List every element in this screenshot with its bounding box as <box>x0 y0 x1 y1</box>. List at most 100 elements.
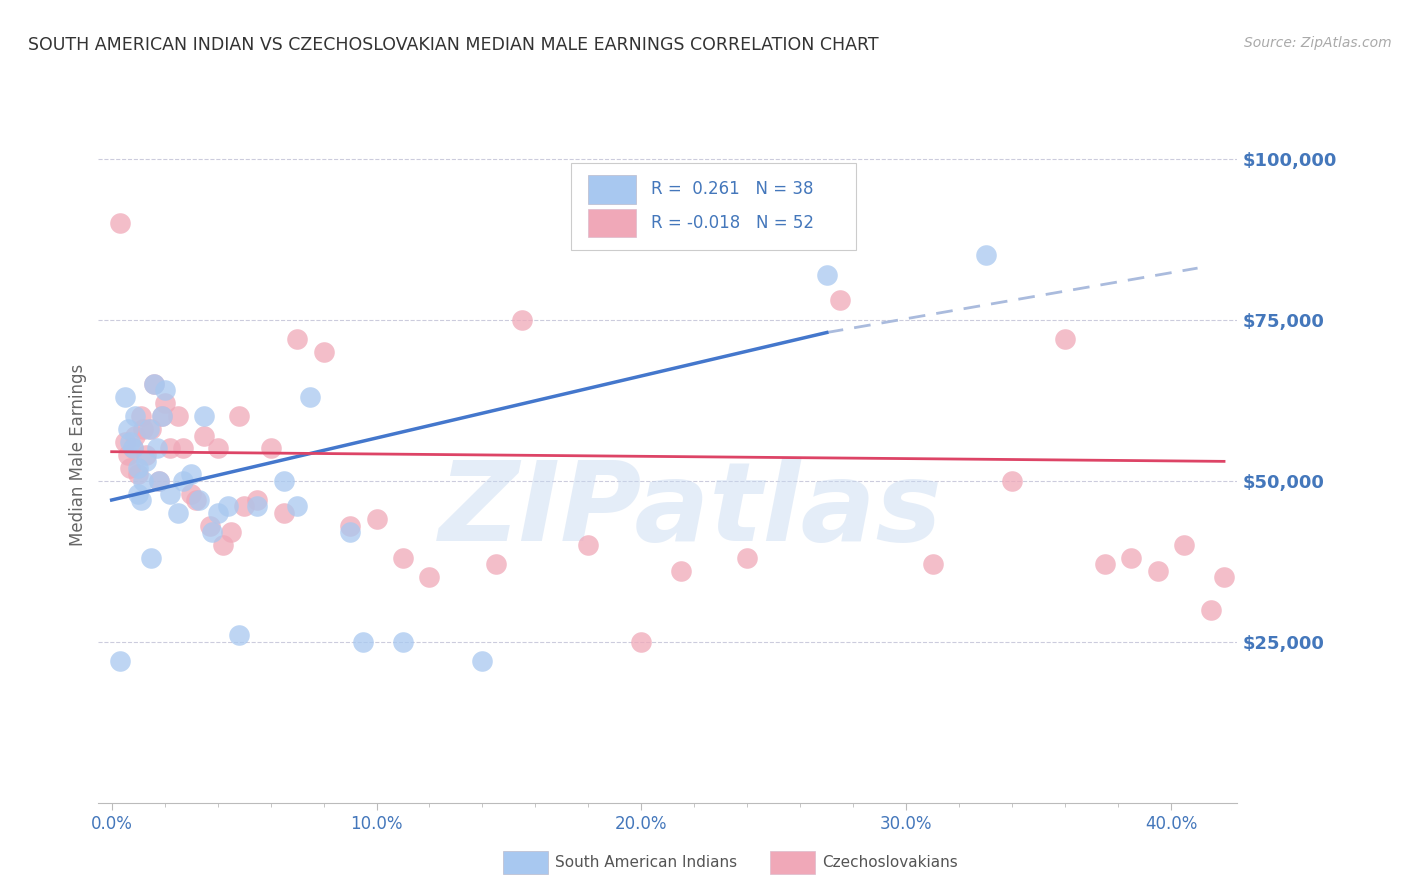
Point <box>127 486 149 500</box>
Point <box>273 474 295 488</box>
Point <box>150 409 173 424</box>
Text: R = -0.018   N = 52: R = -0.018 N = 52 <box>651 213 814 232</box>
Point <box>148 474 170 488</box>
Point <box>207 442 229 456</box>
Point <box>121 442 143 456</box>
Point <box>259 442 281 456</box>
Point <box>150 409 173 424</box>
Point <box>1001 474 1024 488</box>
Point <box>129 409 152 424</box>
Point <box>339 518 361 533</box>
Point <box>120 460 142 475</box>
Point <box>193 409 215 424</box>
Point <box>1199 602 1222 616</box>
Point <box>471 654 494 668</box>
FancyBboxPatch shape <box>571 162 856 250</box>
Point <box>153 396 176 410</box>
Point <box>392 634 415 648</box>
Point <box>246 493 269 508</box>
Point <box>143 377 166 392</box>
Text: Czechoslovakians: Czechoslovakians <box>823 855 959 870</box>
Point <box>108 216 131 230</box>
Point <box>285 332 308 346</box>
Point <box>198 518 221 533</box>
Point <box>285 500 308 514</box>
Point <box>510 312 533 326</box>
Point <box>124 409 146 424</box>
Point <box>124 428 146 442</box>
Point <box>143 377 166 392</box>
Point <box>1121 551 1143 566</box>
Text: South American Indians: South American Indians <box>555 855 738 870</box>
Point <box>312 344 335 359</box>
Point <box>233 500 256 514</box>
Point <box>180 486 202 500</box>
Point <box>132 474 155 488</box>
Point <box>129 493 152 508</box>
Point <box>141 551 163 566</box>
Point <box>127 460 149 475</box>
Point <box>273 506 295 520</box>
Point <box>188 493 211 508</box>
Point <box>1146 564 1168 578</box>
Point <box>114 390 136 404</box>
Point <box>1054 332 1077 346</box>
Point <box>114 435 136 450</box>
Y-axis label: Median Male Earnings: Median Male Earnings <box>69 364 87 546</box>
FancyBboxPatch shape <box>588 209 636 237</box>
Point <box>366 512 388 526</box>
Point <box>193 428 215 442</box>
Point <box>180 467 202 482</box>
Point <box>1213 570 1236 584</box>
Text: SOUTH AMERICAN INDIAN VS CZECHOSLOVAKIAN MEDIAN MALE EARNINGS CORRELATION CHART: SOUTH AMERICAN INDIAN VS CZECHOSLOVAKIAN… <box>28 36 879 54</box>
Point <box>669 564 692 578</box>
Point <box>201 525 224 540</box>
FancyBboxPatch shape <box>588 175 636 203</box>
Point <box>418 570 440 584</box>
Point <box>485 558 508 572</box>
Point <box>159 486 181 500</box>
Point <box>135 454 157 468</box>
Point <box>138 422 160 436</box>
Point <box>127 467 149 482</box>
Point <box>172 474 194 488</box>
Point <box>186 493 208 508</box>
Point <box>339 525 361 540</box>
Point <box>207 506 229 520</box>
Point <box>148 474 170 488</box>
Point <box>141 422 163 436</box>
Point <box>121 442 143 456</box>
Point <box>921 558 943 572</box>
Point <box>1173 538 1195 552</box>
Point <box>299 390 322 404</box>
Text: R =  0.261   N = 38: R = 0.261 N = 38 <box>651 180 813 198</box>
Point <box>135 448 157 462</box>
Point <box>974 248 997 262</box>
Point <box>219 525 242 540</box>
Point <box>172 442 194 456</box>
Point <box>217 500 239 514</box>
Point <box>228 628 250 642</box>
Point <box>167 506 190 520</box>
Point <box>737 551 759 566</box>
Point <box>828 293 851 308</box>
Point <box>1094 558 1116 572</box>
Point <box>246 500 269 514</box>
Point <box>815 268 838 282</box>
Point <box>120 435 142 450</box>
Point <box>117 448 139 462</box>
Point <box>167 409 190 424</box>
Point <box>212 538 235 552</box>
Point <box>228 409 250 424</box>
Point <box>117 422 139 436</box>
Point <box>630 634 652 648</box>
Point <box>392 551 415 566</box>
Point <box>108 654 131 668</box>
Text: Source: ZipAtlas.com: Source: ZipAtlas.com <box>1244 36 1392 50</box>
Point <box>159 442 181 456</box>
Point <box>352 634 374 648</box>
Point <box>132 422 155 436</box>
Point <box>576 538 599 552</box>
Point <box>145 442 167 456</box>
Point <box>153 384 176 398</box>
